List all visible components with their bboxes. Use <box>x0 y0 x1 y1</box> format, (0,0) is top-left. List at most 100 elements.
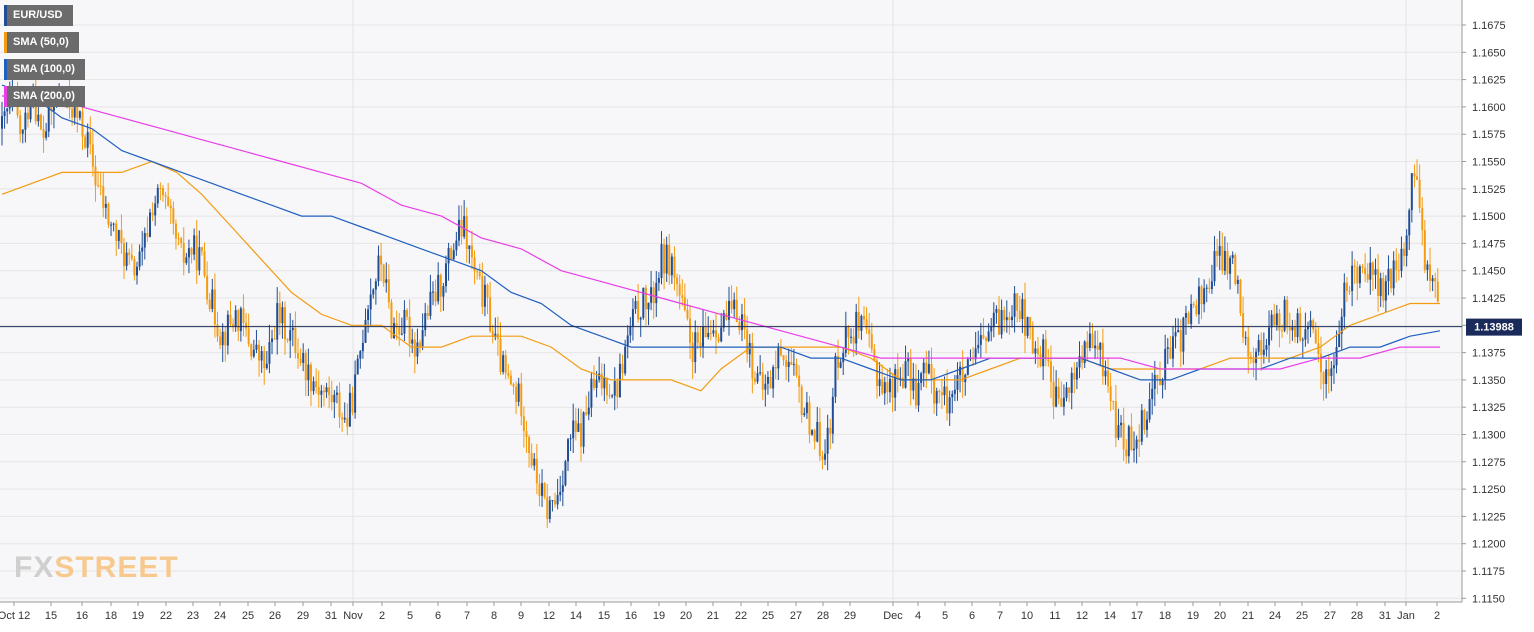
x-tick-label: Nov <box>343 610 363 622</box>
candle-body <box>772 367 775 389</box>
candle-body <box>465 216 468 249</box>
candle-body <box>190 248 193 255</box>
candle-body <box>987 331 990 341</box>
candle-body <box>920 373 923 383</box>
candle-body <box>403 309 406 334</box>
candle-body <box>699 342 702 347</box>
candle-body <box>338 392 341 418</box>
candle-body <box>1039 354 1042 367</box>
candle-body <box>304 352 307 381</box>
candle-body <box>842 352 845 363</box>
candle-body <box>1049 361 1052 382</box>
candle-body <box>790 361 793 365</box>
candle-body <box>948 397 951 414</box>
candle-body <box>992 312 995 327</box>
candle-body <box>6 108 9 112</box>
candle-body <box>1345 282 1348 291</box>
candle-body <box>533 458 536 466</box>
candle-body <box>419 342 422 347</box>
candle-body <box>530 453 533 466</box>
candle-body <box>652 287 655 304</box>
candle-body <box>211 289 214 309</box>
legend-item-sma50[interactable]: SMA (50,0) <box>4 32 85 53</box>
candle-body <box>969 358 972 360</box>
candle-body <box>457 219 460 241</box>
candle-body <box>232 324 235 328</box>
candle-body <box>29 103 32 120</box>
candle-body <box>1268 327 1271 346</box>
legend-label: EUR/USD <box>7 5 73 26</box>
candle-body <box>198 247 201 271</box>
candle-body <box>367 309 370 320</box>
candle-body <box>110 224 113 226</box>
x-tick-label: 10 <box>1021 610 1033 622</box>
legend-item-sma100[interactable]: SMA (100,0) <box>4 59 85 80</box>
candle-body <box>961 366 964 383</box>
candle-body <box>206 275 209 300</box>
candle-body <box>1210 281 1213 290</box>
candle-body <box>1018 310 1021 319</box>
candle-body <box>1330 368 1333 377</box>
candle-body <box>107 203 110 225</box>
candle-body <box>307 364 310 381</box>
candle-body <box>1340 316 1343 334</box>
y-tick-label: 1.1550 <box>1472 157 1506 169</box>
candle-body <box>798 375 801 387</box>
candle-body <box>1034 348 1037 354</box>
candle-body <box>3 111 6 117</box>
legend-item-price[interactable]: EUR/USD <box>4 5 85 26</box>
candle-body <box>808 402 811 435</box>
candle-body <box>940 392 943 396</box>
candle-body <box>974 348 977 360</box>
candle-body <box>764 383 767 390</box>
candle-body <box>696 332 699 343</box>
y-tick-label: 1.1150 <box>1472 593 1505 605</box>
candle-body <box>1270 314 1273 328</box>
candle-body <box>1317 343 1320 355</box>
candle-body <box>634 301 637 310</box>
candle-body <box>1044 339 1047 360</box>
x-tick-label: 12 <box>543 610 555 622</box>
candle-body <box>785 360 788 367</box>
candle-body <box>559 491 562 496</box>
candle-body <box>1262 349 1265 355</box>
candle-body <box>343 417 346 420</box>
candle-body <box>907 358 910 362</box>
legend-item-sma200[interactable]: SMA (200,0) <box>4 86 85 107</box>
x-tick-label: 27 <box>1324 610 1336 622</box>
candle-body <box>1120 422 1123 426</box>
candle-body <box>276 303 279 340</box>
candle-body <box>174 223 177 239</box>
candle-body <box>1239 279 1242 314</box>
candle-body <box>1265 345 1268 350</box>
candle-body <box>624 346 627 374</box>
candle-body <box>995 309 998 313</box>
candle-body <box>437 274 440 302</box>
candle-body <box>1171 336 1174 359</box>
candle-body <box>1107 370 1110 387</box>
legend-swatch <box>4 32 7 53</box>
candle-body <box>393 323 396 338</box>
candle-body <box>1109 386 1112 402</box>
candle-body <box>1260 340 1263 355</box>
y-tick-label: 1.1675 <box>1472 20 1506 32</box>
candle-body <box>1434 278 1437 282</box>
candle-body <box>1010 316 1013 321</box>
candle-body <box>541 483 544 496</box>
candle-body <box>1200 286 1203 305</box>
candle-body <box>678 284 681 296</box>
candle-body <box>847 326 850 338</box>
candle-body <box>380 255 383 265</box>
candle-body <box>769 376 772 389</box>
candle-body <box>608 395 611 397</box>
candle-body <box>901 377 904 388</box>
candle-body <box>629 326 632 336</box>
candle-body <box>663 244 666 274</box>
candle-body <box>888 378 891 393</box>
candle-body <box>611 395 614 397</box>
candle-body <box>707 332 710 338</box>
candle-body <box>616 380 619 398</box>
candle-body <box>1348 290 1351 292</box>
candle-body <box>330 395 333 403</box>
candle-body <box>424 313 427 331</box>
